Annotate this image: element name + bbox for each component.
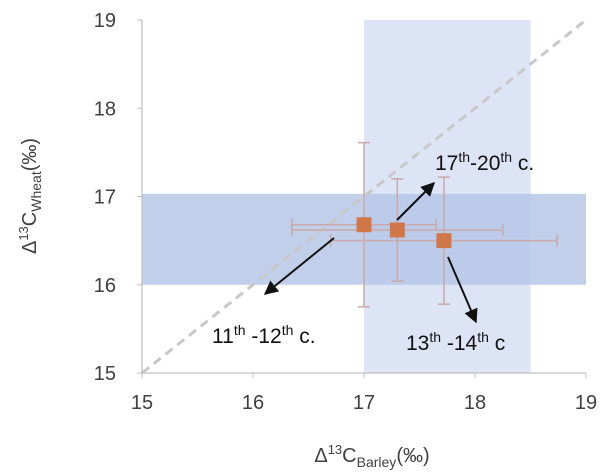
y-tick-label: 15 [94, 363, 116, 385]
annotation-13-14: 13th -14th c [406, 329, 505, 355]
x-tick-label: 15 [131, 392, 153, 414]
x-tick-label: 16 [242, 392, 264, 414]
data-point-marker [389, 222, 405, 238]
x-tick-label: 19 [575, 392, 597, 414]
y-tick-label: 16 [94, 275, 116, 297]
x-axis-title: Δ13CBarley(‰) [314, 442, 429, 470]
data-points [356, 217, 452, 249]
y-axis-title: Δ13CWheat(‰) [16, 138, 44, 254]
annotation-17-20: 17th-20th c. [435, 149, 534, 175]
arrow-11-12 [263, 237, 335, 295]
x-tick-labels: 15 16 17 18 19 [131, 392, 597, 414]
y-tick-label: 19 [94, 10, 116, 32]
arrow-13-14 [447, 256, 478, 324]
x-tick-label: 18 [464, 392, 486, 414]
data-point-marker [436, 233, 452, 249]
annotations: 11th -12th c. 17th-20th c. 13th -14th c [212, 149, 534, 355]
y-tick-labels: 15 16 17 18 19 [94, 10, 116, 385]
x-tick-label: 17 [353, 392, 375, 414]
data-point-marker [356, 217, 372, 233]
arrow-17-20 [396, 182, 435, 221]
y-tick-label: 18 [94, 98, 116, 120]
one-to-one-line [141, 18, 587, 375]
axes [137, 19, 587, 378]
annotation-11-12: 11th -12th c. [212, 322, 316, 348]
y-tick-label: 17 [94, 187, 116, 209]
